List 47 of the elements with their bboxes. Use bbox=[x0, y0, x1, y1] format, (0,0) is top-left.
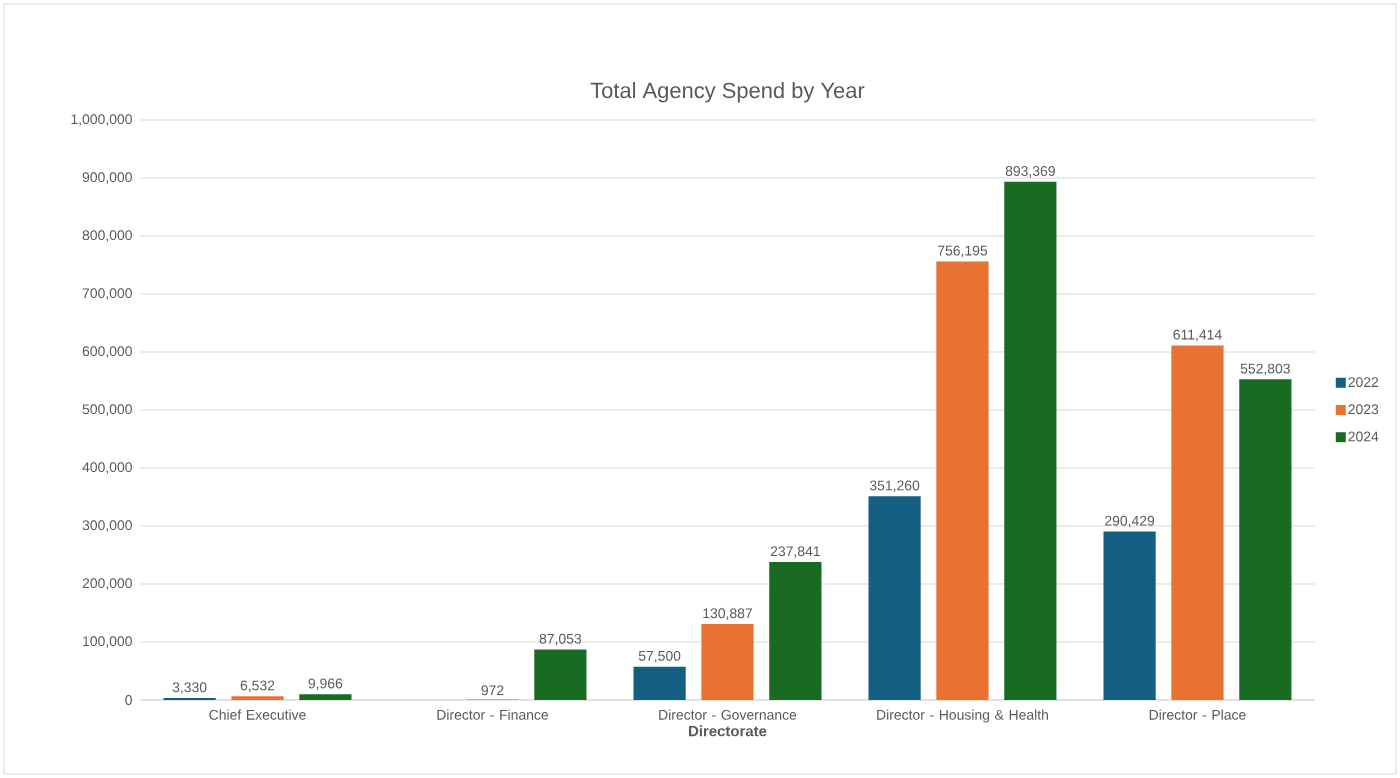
bar bbox=[633, 666, 686, 700]
data-label: 87,053 bbox=[539, 633, 582, 646]
y-tick-label: 900,000 bbox=[82, 172, 132, 184]
x-tick-label: Director - Place bbox=[1149, 709, 1246, 720]
y-tick-label: 700,000 bbox=[82, 288, 132, 300]
legend-label: 2022 bbox=[1348, 377, 1379, 388]
data-label: 290,429 bbox=[1105, 515, 1155, 528]
bar bbox=[701, 624, 754, 700]
chart-title: Total Agency Spend by Year bbox=[590, 82, 865, 103]
y-tick-label: 0 bbox=[125, 695, 132, 705]
bar bbox=[231, 696, 284, 700]
y-tick-label: 400,000 bbox=[82, 462, 132, 474]
y-tick-label: 500,000 bbox=[82, 404, 132, 416]
data-label: 611,414 bbox=[1173, 329, 1222, 342]
data-label: 3,330 bbox=[172, 682, 207, 694]
legend-label: 2023 bbox=[1348, 404, 1379, 415]
x-axis-title: Directorate bbox=[689, 725, 767, 737]
data-label: 552,803 bbox=[1240, 363, 1290, 376]
legend-label: 2024 bbox=[1348, 431, 1379, 442]
y-tick-label: 1,000,000 bbox=[71, 114, 132, 126]
bar bbox=[1171, 345, 1224, 700]
y-tick-label: 800,000 bbox=[82, 230, 132, 242]
data-label: 351,260 bbox=[869, 480, 920, 493]
bar bbox=[299, 694, 352, 700]
bar bbox=[1004, 181, 1057, 700]
data-label: 893,369 bbox=[1005, 166, 1055, 178]
data-label: 756,195 bbox=[937, 245, 988, 258]
data-label: 57,500 bbox=[638, 650, 681, 663]
bar bbox=[769, 562, 822, 700]
x-tick-label: Chief Executive bbox=[209, 709, 306, 720]
x-tick-label: Director - Housing & Health bbox=[877, 709, 1048, 723]
data-label: 130,887 bbox=[703, 608, 752, 620]
y-tick-label: 600,000 bbox=[82, 346, 132, 358]
y-tick-label: 200,000 bbox=[82, 578, 132, 590]
bar bbox=[936, 261, 989, 700]
data-label: 6,532 bbox=[240, 680, 275, 693]
x-tick-label: Director - Finance bbox=[437, 709, 549, 720]
x-tick-label: Director - Governance bbox=[659, 709, 797, 720]
data-label: 237,841 bbox=[770, 546, 820, 558]
bar bbox=[868, 496, 921, 700]
bar bbox=[1103, 531, 1156, 700]
bar bbox=[1239, 379, 1292, 700]
data-label: 972 bbox=[481, 685, 504, 696]
data-label: 9,966 bbox=[308, 678, 343, 691]
y-tick-label: 100,000 bbox=[83, 636, 132, 648]
bar bbox=[534, 649, 587, 700]
y-tick-label: 300,000 bbox=[82, 520, 132, 532]
